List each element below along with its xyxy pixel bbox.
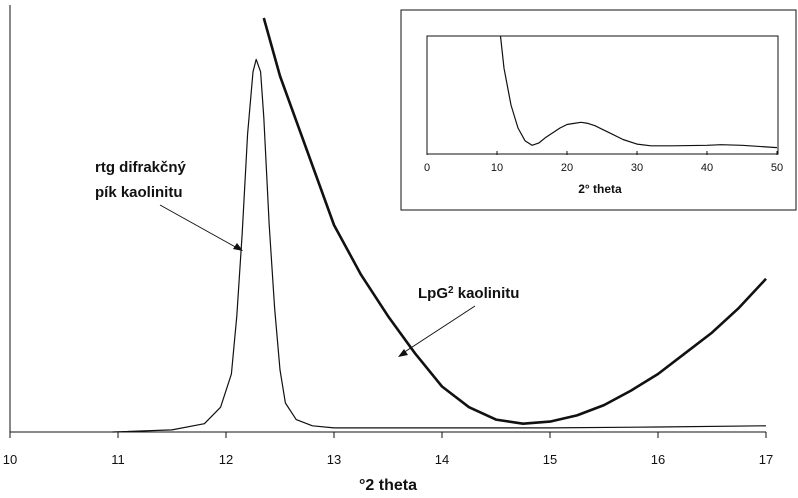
annotation-peak-arrowhead [233,243,243,251]
main-x-axis-label: °2 theta [359,477,417,494]
annotation-peak-line1: rtg difrakčný [95,159,187,176]
main-tick-label: 10 [3,452,17,467]
inset-tick-label: 10 [491,162,503,174]
inset-tick-label: 0 [424,162,430,174]
main-tick-label: 15 [543,452,557,467]
inset-tick-label: 20 [561,162,573,174]
main-tick-label: 17 [759,452,773,467]
inset-tick-label: 30 [631,162,643,174]
inset-x-ticks: 0 10 20 30 40 50 [424,151,783,174]
main-tick-label: 12 [219,452,233,467]
annotation-lpg-arrow [402,305,476,354]
inset-x-axis-label: 2° theta [578,182,622,196]
main-tick-label: 14 [435,452,449,467]
inset-tick-label: 50 [771,162,783,174]
main-series-line-0 [112,58,767,433]
inset-series-group [499,36,778,149]
inset-tick-label: 40 [701,162,713,174]
main-tick-label: 16 [651,452,665,467]
inset-plot-frame [426,35,779,155]
annotation-lpg-label: LpG2 kaolinitu [418,285,519,302]
main-series-group [112,17,767,433]
main-tick-label: 13 [327,452,341,467]
main-tick-label: 11 [111,452,125,467]
annotation-peak-line2: pík kaolinitu [95,184,183,201]
main-x-ticks: 10 11 12 13 14 15 16 17 [3,432,773,467]
annotation-peak-arrow [159,204,240,250]
main-series-line-1 [262,17,767,426]
annotation-lpg-arrowhead [398,349,408,357]
inset-series-line-0 [499,36,778,149]
inset-box [400,9,797,211]
